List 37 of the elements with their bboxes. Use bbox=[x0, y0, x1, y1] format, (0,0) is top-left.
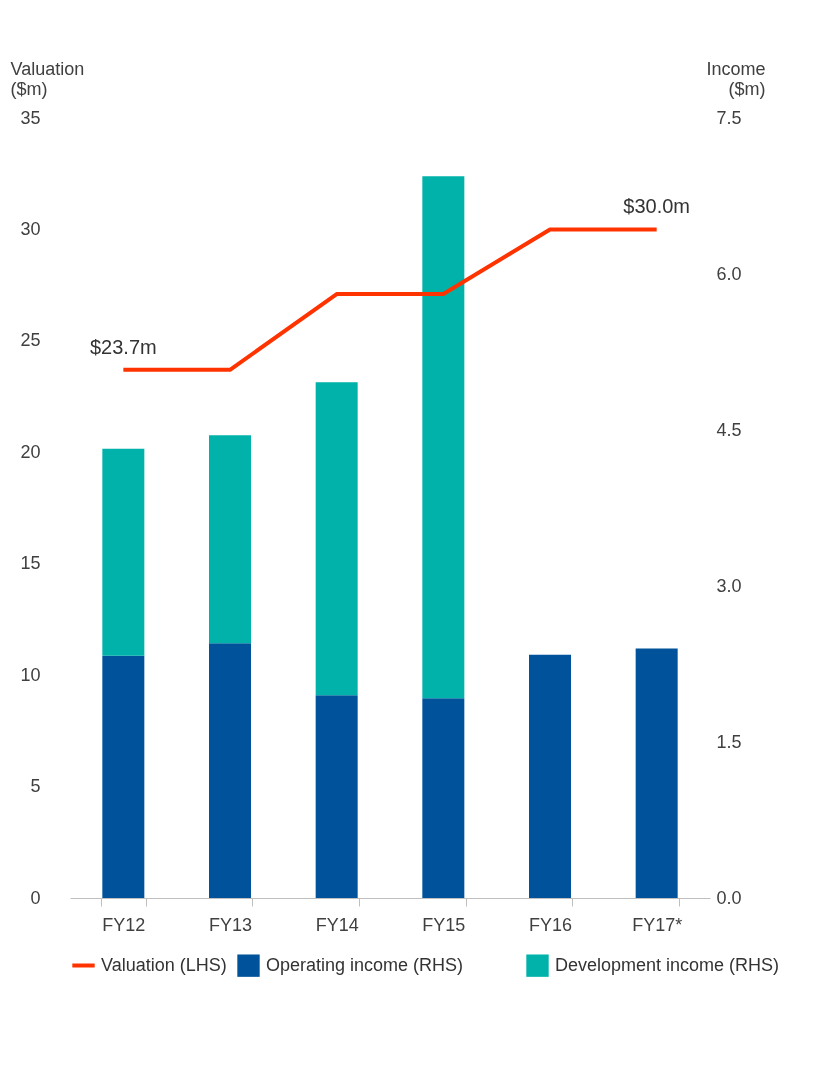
x-tick-label: FY14 bbox=[315, 914, 359, 935]
y-tick-label: 0 bbox=[30, 887, 41, 908]
y-tick-label: 30 bbox=[20, 218, 41, 239]
y2-axis-title: Income ($m) bbox=[706, 58, 766, 99]
bar bbox=[635, 648, 678, 898]
x-tick-label: FY17* bbox=[632, 914, 683, 935]
bar bbox=[422, 176, 465, 699]
bar bbox=[315, 382, 358, 696]
y-tick-label: 10 bbox=[20, 664, 41, 685]
bar bbox=[102, 655, 145, 898]
y-tick-label: 20 bbox=[20, 441, 41, 462]
annotation: $30.0m bbox=[623, 195, 691, 218]
legend-label: Development income (RHS) bbox=[555, 954, 780, 975]
y-tick-label: 35 bbox=[20, 107, 41, 128]
x-tick-label: FY12 bbox=[102, 914, 146, 935]
x-tick-label: FY16 bbox=[528, 914, 573, 935]
x-tick-label: FY13 bbox=[208, 914, 253, 935]
y2-tick-label: 1.5 bbox=[716, 731, 742, 752]
legend-label: Operating income (RHS) bbox=[266, 954, 464, 975]
x-tick-label: FY15 bbox=[422, 914, 466, 935]
bar bbox=[315, 695, 358, 898]
bar bbox=[209, 643, 251, 898]
bar bbox=[102, 448, 145, 656]
y2-tick-label: 7.5 bbox=[716, 107, 742, 128]
y2-tick-label: 3.0 bbox=[716, 575, 742, 596]
y2-tick-label: 4.5 bbox=[716, 419, 742, 440]
legend-label: Valuation (LHS) bbox=[101, 954, 227, 975]
bar bbox=[209, 435, 251, 644]
annotation: $23.7m bbox=[89, 335, 157, 358]
y-tick-label: 15 bbox=[20, 553, 41, 574]
bar bbox=[529, 654, 571, 898]
y-tick-label: 25 bbox=[20, 330, 41, 351]
y-tick-label: 5 bbox=[30, 776, 41, 797]
y2-tick-label: 6.0 bbox=[716, 263, 742, 284]
y2-tick-label: 0.0 bbox=[716, 887, 742, 908]
bar bbox=[422, 698, 465, 898]
y-axis-title: Valuation ($m) bbox=[10, 58, 85, 99]
